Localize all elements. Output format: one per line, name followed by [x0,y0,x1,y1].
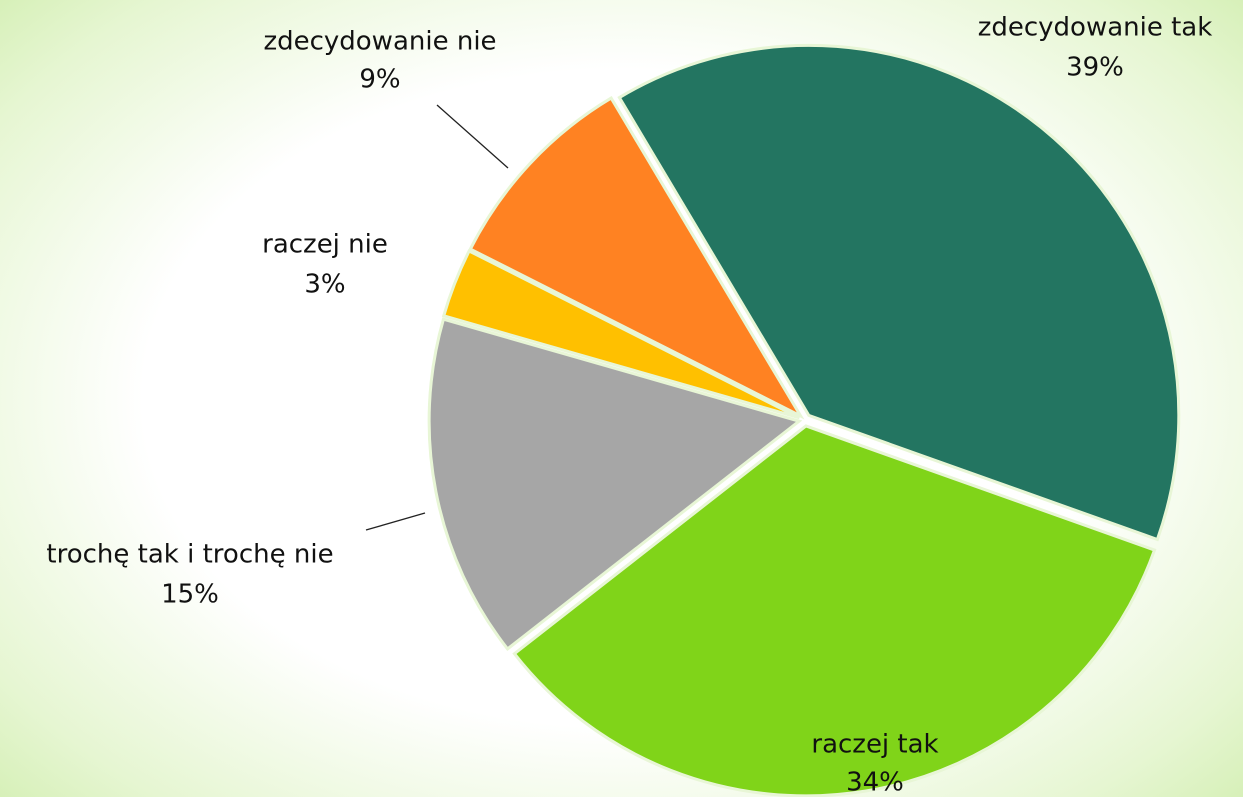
pie-slice [468,96,805,420]
slice-label: zdecydowanie nie [263,27,496,57]
pie-slice [427,317,803,652]
slice-value: 3% [304,270,345,300]
slice-label: raczej nie [262,230,388,260]
slice-label: trochę tak i trochę nie [46,540,333,570]
slice-value: 39% [1066,53,1124,83]
slice-label: raczej tak [811,730,938,760]
slice-label: zdecydowanie tak [978,13,1213,43]
pie-slice [441,248,801,420]
slice-value: 34% [846,768,904,797]
pie-slice [512,424,1157,797]
leader-line [365,512,426,531]
slice-value: 15% [161,580,219,610]
slice-value: 9% [359,65,400,95]
leader-line [436,104,509,169]
pie-slice [617,43,1181,542]
